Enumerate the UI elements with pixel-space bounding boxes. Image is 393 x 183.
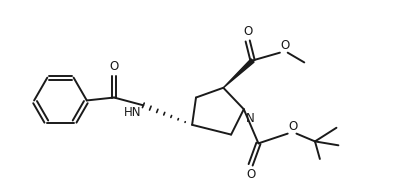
Polygon shape <box>223 59 254 88</box>
Text: O: O <box>246 168 255 181</box>
Text: O: O <box>289 120 298 133</box>
Text: HN: HN <box>124 106 141 119</box>
Text: O: O <box>110 60 119 73</box>
Text: N: N <box>246 112 255 125</box>
Text: O: O <box>243 25 252 38</box>
Text: O: O <box>281 39 290 52</box>
